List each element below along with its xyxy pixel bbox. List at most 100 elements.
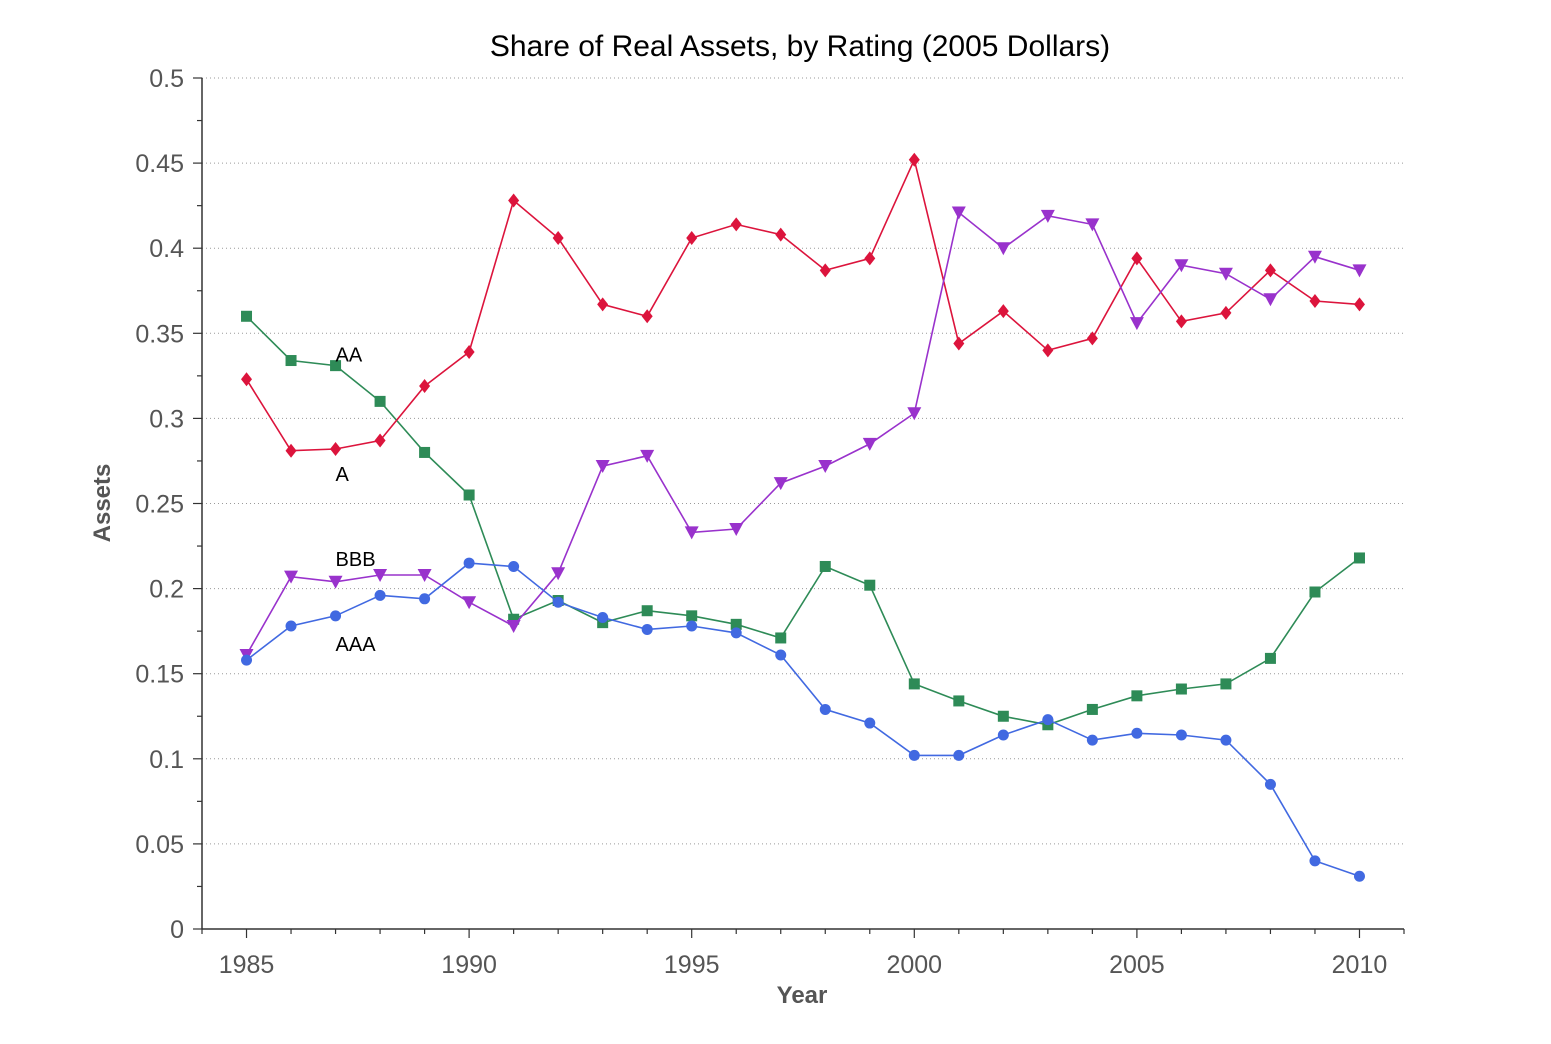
data-point-aaa — [641, 623, 653, 635]
data-point-a — [1131, 251, 1143, 266]
data-point-a — [641, 309, 653, 324]
data-point-bbb — [1263, 293, 1278, 307]
data-point-aa — [1131, 690, 1143, 702]
series-line-a — [245, 157, 1360, 452]
data-point-aaa — [419, 593, 431, 605]
data-point-aa — [285, 355, 297, 367]
data-point-a — [597, 297, 609, 312]
data-point-aaa — [1131, 727, 1143, 739]
y-tick-label: 0.35 — [135, 320, 184, 348]
y-tick-label: 0.25 — [135, 491, 184, 519]
data-point-bbb — [328, 575, 343, 589]
data-point-a — [374, 433, 386, 448]
data-point-aaa — [1042, 714, 1054, 726]
x-tick-label: 1985 — [219, 951, 275, 979]
data-point-a — [1309, 293, 1321, 308]
data-point-bbb — [640, 449, 655, 463]
data-point-a — [241, 372, 253, 387]
data-point-a — [552, 230, 564, 245]
series-aa — [241, 310, 1365, 731]
data-point-bbb — [284, 570, 299, 584]
data-point-aaa — [953, 749, 965, 761]
data-point-a — [1264, 263, 1276, 278]
data-point-a — [285, 443, 297, 458]
x-tick-label: 2010 — [1332, 951, 1388, 979]
data-point-bbb — [595, 460, 610, 474]
data-point-aa — [374, 395, 386, 407]
x-tick-label: 2000 — [886, 951, 942, 979]
y-tick-label: 0.45 — [135, 150, 184, 178]
data-point-bbb — [996, 242, 1011, 256]
y-tick-label: 0.3 — [149, 405, 184, 433]
data-point-a — [1086, 331, 1098, 346]
data-point-bbb — [907, 407, 922, 421]
data-point-bbb — [684, 526, 699, 540]
data-point-aaa — [597, 612, 609, 624]
y-tick-label: 0.5 — [149, 65, 184, 93]
data-point-bbb — [951, 206, 966, 220]
data-point-aaa — [1175, 729, 1187, 741]
series-label-bbb: BBB — [336, 549, 376, 571]
series-aaa — [241, 557, 1365, 882]
data-point-aa — [1264, 652, 1276, 664]
y-axis-ticks: 0 0.05 0.1 0.15 0.2 0.25 0.3 0.35 0.4 0.45 0.5 — [135, 65, 202, 944]
data-point-aaa — [552, 596, 564, 608]
data-point-aaa — [1220, 734, 1232, 746]
data-point-aaa — [775, 649, 787, 661]
series-layer — [239, 152, 1367, 882]
data-point-a — [686, 230, 698, 245]
x-axis-ticks: 1985 1990 1995 2000 2005 2010 — [201, 929, 1405, 979]
data-point-aaa — [997, 729, 1009, 741]
data-point-bbb — [1040, 209, 1055, 223]
data-point-aa — [819, 560, 831, 572]
data-point-aa — [1353, 552, 1365, 564]
data-point-aa — [686, 610, 698, 622]
data-point-aa — [641, 605, 653, 617]
y-tick-label: 0.05 — [135, 831, 184, 859]
data-point-aa — [953, 695, 965, 707]
x-tick-label: 1995 — [664, 951, 720, 979]
data-point-a — [508, 193, 520, 208]
series-line-aaa — [246, 562, 1360, 877]
series-bbb — [239, 206, 1367, 662]
data-point-aa — [419, 446, 431, 458]
data-point-bbb — [1352, 264, 1367, 278]
data-point-a — [953, 336, 965, 351]
chart-title: Share of Real Assets, by Rating (2005 Do… — [490, 30, 1110, 63]
data-point-bbb — [1129, 317, 1144, 331]
series-line-aa — [245, 315, 1360, 726]
data-point-aa — [1086, 703, 1098, 715]
y-tick-label: 0.4 — [149, 235, 184, 263]
data-point-a — [908, 152, 920, 167]
data-point-aaa — [285, 620, 297, 632]
data-point-aaa — [1309, 855, 1321, 867]
data-point-aa — [730, 618, 742, 630]
data-point-bbb — [551, 567, 566, 581]
data-point-aa — [330, 360, 342, 372]
data-point-aaa — [730, 627, 742, 639]
data-point-aa — [1175, 683, 1187, 695]
data-point-aa — [241, 310, 253, 322]
data-point-aa — [775, 632, 787, 644]
data-point-a — [864, 251, 876, 266]
data-point-aaa — [463, 557, 475, 569]
data-point-aa — [463, 489, 475, 501]
data-point-aaa — [374, 589, 386, 601]
data-point-aa — [508, 613, 520, 625]
data-point-bbb — [373, 568, 388, 582]
data-point-a — [1220, 305, 1232, 320]
y-tick-label: 0.15 — [135, 661, 184, 689]
data-point-a — [1353, 297, 1365, 312]
data-point-a — [997, 304, 1009, 319]
x-tick-label: 2005 — [1109, 951, 1165, 979]
data-point-bbb — [417, 568, 432, 582]
data-point-bbb — [773, 477, 788, 491]
data-point-aaa — [908, 749, 920, 761]
data-point-aaa — [819, 703, 831, 715]
data-point-a — [1175, 314, 1187, 329]
data-point-a — [819, 263, 831, 278]
series-label-a: A — [336, 464, 350, 486]
data-point-aa — [1309, 586, 1321, 598]
